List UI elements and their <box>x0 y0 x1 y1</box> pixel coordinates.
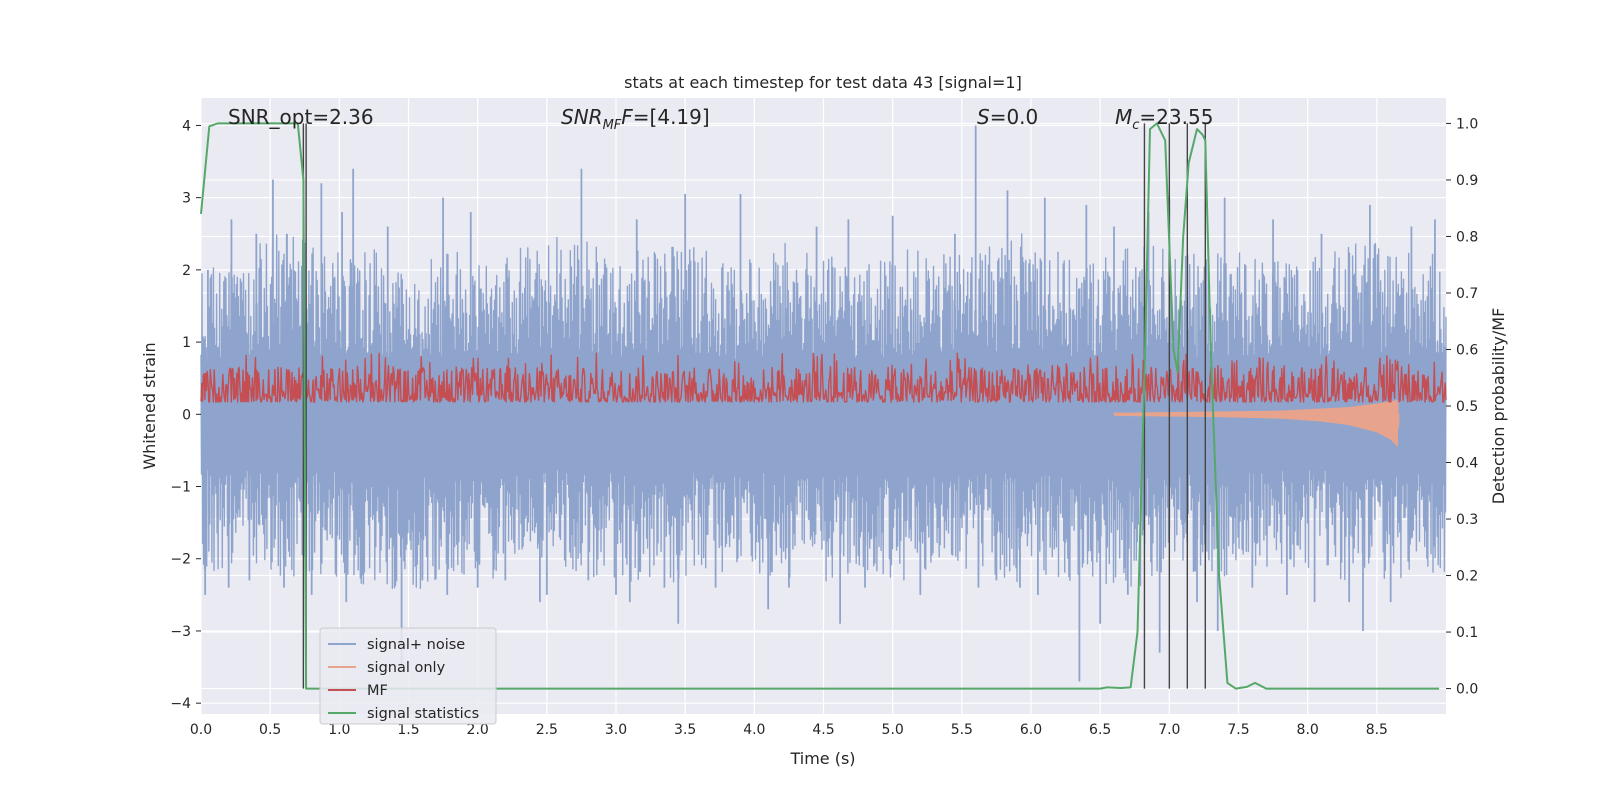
x-tick-label: 2.0 <box>467 722 489 738</box>
y-left-tick-label: −4 <box>170 696 191 712</box>
y-right-tick-label: 0.9 <box>1456 173 1478 189</box>
annotation-snr-mf-sub: MF <box>603 118 622 133</box>
legend-box <box>319 627 497 725</box>
chart-title: stats at each timestep for test data 43 … <box>624 73 1022 92</box>
annotation-snr-mf-var: SNR <box>561 105 603 129</box>
y-right-tick-label: 0.2 <box>1456 569 1478 585</box>
x-tick-label: 2.5 <box>536 722 558 738</box>
series-line-signal-statistics <box>200 122 1440 690</box>
annotation-snr-mf-italic-f: F <box>621 105 633 129</box>
series-mf <box>200 352 1447 403</box>
x-tick-label: 7.0 <box>1158 722 1180 738</box>
y-left-tick-label: 4 <box>182 118 191 134</box>
annotation-mc-value: =23.55 <box>1139 105 1213 129</box>
y-right-tick-label: 0.7 <box>1456 286 1478 302</box>
y-left-tick-label: −2 <box>170 552 191 568</box>
x-tick-label: 5.0 <box>882 722 904 738</box>
annotation-s-value: =0.0 <box>990 105 1039 129</box>
legend-entry-label: signal statistics <box>367 706 479 722</box>
x-tick-label: 3.5 <box>674 722 696 738</box>
y-right-tick-label: 0.4 <box>1456 456 1478 472</box>
x-tick-label: 0.5 <box>259 722 281 738</box>
x-tick-label: 8.5 <box>1366 722 1388 738</box>
y-left-tick-label: 2 <box>182 263 191 279</box>
x-axis-label: Time (s) <box>789 749 855 768</box>
y-left-tick-label: 1 <box>182 335 191 351</box>
y-left-tick-label: 3 <box>182 191 191 207</box>
y-axis-right-label: Detection probability/MF <box>1489 308 1508 505</box>
annotation-s-var: S <box>977 105 990 129</box>
y-left-tick-label: 0 <box>182 407 191 423</box>
legend-items: signal+ noise signal only MF signal statist… <box>328 637 479 722</box>
x-tick-label: 1.0 <box>328 722 350 738</box>
annotation-s: S=0.0 <box>977 105 1038 129</box>
series-line-signal-only <box>1113 399 1400 447</box>
x-tick-label: 6.5 <box>1089 722 1111 738</box>
y-right-tick-label: 0.8 <box>1456 229 1478 245</box>
series-signal-statistics <box>200 122 1440 690</box>
y-left-tick-label: −3 <box>170 624 191 640</box>
x-tick-label: 6.0 <box>1020 722 1042 738</box>
y-right-tick-label: 1.0 <box>1456 116 1478 132</box>
series-line-signal-noise <box>200 233 1447 590</box>
plot-area <box>200 98 1447 714</box>
legend-entry-label: signal+ noise <box>367 637 465 653</box>
annotation-snr-mf-value: =[4.19] <box>633 105 710 129</box>
x-tick-label: 7.5 <box>1227 722 1249 738</box>
x-tick-label: 4.5 <box>812 722 834 738</box>
annotation-snr-opt: SNR_opt=2.36 <box>228 105 374 129</box>
y-axis-right-ticks: 1.0 0.9 0.8 0.7 0.6 0.5 0.4 0.3 0.2 0.1 0.0 <box>1446 116 1478 698</box>
x-tick-label: 1.5 <box>397 722 419 738</box>
y-right-tick-label: 0.6 <box>1456 342 1478 358</box>
annotation-mc: Mc=23.55 <box>1115 105 1213 133</box>
series-signal-noise <box>200 125 1447 682</box>
y-axis-left-label: Whitened strain <box>140 342 159 469</box>
x-tick-label: 5.5 <box>951 722 973 738</box>
y-right-tick-label: 0.3 <box>1456 512 1478 528</box>
legend-entry-label: signal only <box>367 660 446 676</box>
x-tick-label: 4.0 <box>743 722 765 738</box>
y-right-tick-label: 0.1 <box>1456 625 1478 641</box>
series-line-mf <box>200 352 1447 403</box>
legend-entry-label: MF <box>367 683 388 699</box>
legend: signal+ noise signal only MF signal statist… <box>319 627 497 725</box>
y-right-tick-label: 0.0 <box>1456 682 1478 698</box>
x-tick-label: 0.0 <box>190 722 212 738</box>
x-tick-label: 3.0 <box>605 722 627 738</box>
x-tick-label: 8.0 <box>1297 722 1319 738</box>
annotation-snr-mf: SNRMFF=[4.19] <box>561 105 710 133</box>
y-right-tick-label: 0.5 <box>1456 399 1478 415</box>
x-axis-ticks: 0.0 0.5 1.0 1.5 2.0 2.5 3.0 3.5 4.0 4.5 5.0 5.5 6.0 6… <box>190 722 1388 738</box>
series-signal-only <box>1113 399 1400 447</box>
annotation-mc-var: M <box>1115 105 1132 129</box>
y-left-tick-label: −1 <box>170 480 191 496</box>
annotation-mc-sub: c <box>1132 118 1139 133</box>
y-axis-left-ticks: 4 3 2 1 0 −1 −2 −3 −4 <box>170 118 201 712</box>
